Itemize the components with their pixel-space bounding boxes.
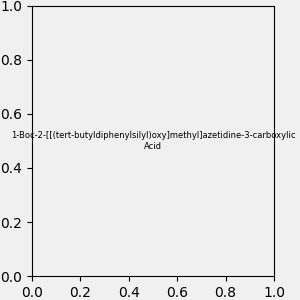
- Text: 1-Boc-2-[[(tert-butyldiphenylsilyl)oxy]methyl]azetidine-3-carboxylic Acid: 1-Boc-2-[[(tert-butyldiphenylsilyl)oxy]m…: [11, 131, 295, 151]
